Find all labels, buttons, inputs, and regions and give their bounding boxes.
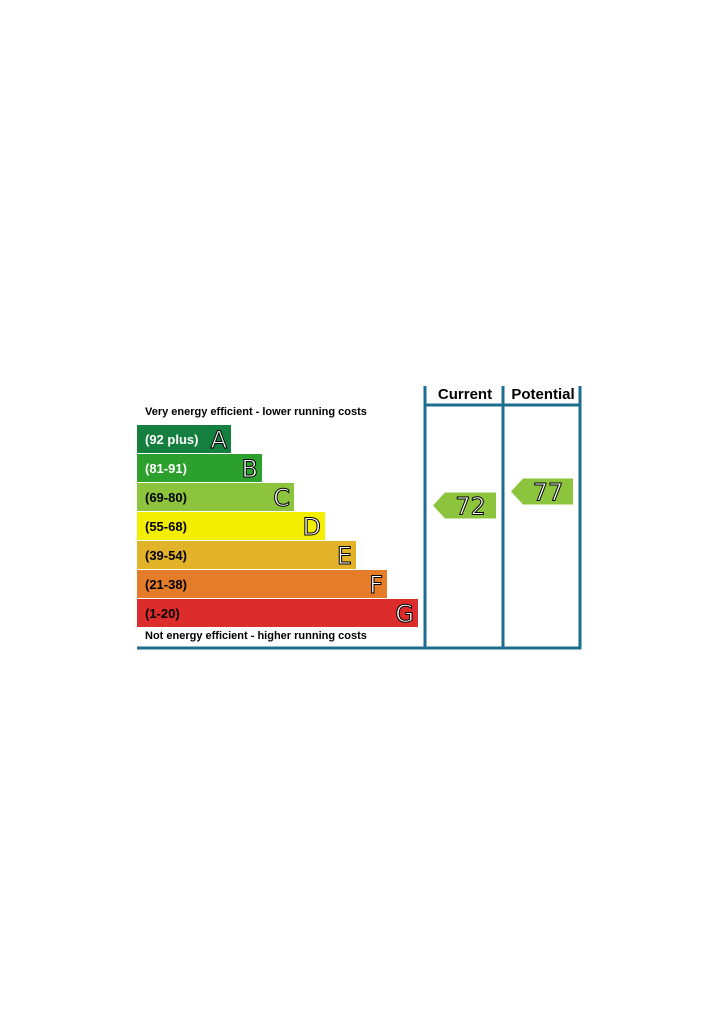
band-bar-a xyxy=(137,425,231,453)
current-rating-arrow xyxy=(433,492,496,519)
current-rating: 72 xyxy=(433,492,496,521)
band-bar-e xyxy=(137,541,356,569)
band-letter-label: E xyxy=(337,542,352,570)
rating-band-c: (69-80) C xyxy=(137,483,294,513)
band-range-label: (21-38) xyxy=(145,577,187,592)
current-rating-value: 72 xyxy=(455,493,486,521)
rating-band-f: (21-38) F xyxy=(137,570,387,600)
current-column-header: Current xyxy=(437,386,493,403)
rating-band-b: (81-91) B xyxy=(137,454,262,484)
band-letter-label: C xyxy=(273,484,290,512)
rating-band-g: (1-20) G xyxy=(137,599,418,629)
rating-band-e: (39-54) E xyxy=(137,541,356,571)
potential-rating-value: 77 xyxy=(533,479,564,507)
rating-bands: (92 plus) A(81-91) B(69-80) C(55-68) D(39-54… xyxy=(137,425,418,629)
band-bar-c xyxy=(137,483,294,511)
band-bar-b xyxy=(137,454,262,482)
rating-scores: 72 77 xyxy=(433,478,573,521)
potential-rating: 77 xyxy=(511,478,573,507)
band-letter-label: B xyxy=(242,455,258,483)
band-bar-d xyxy=(137,512,325,540)
band-letter-label: F xyxy=(369,571,383,599)
band-range-label: (69-80) xyxy=(145,490,187,505)
band-range-label: (81-91) xyxy=(145,461,187,476)
rating-band-d: (55-68) D xyxy=(137,512,325,542)
band-bar-f xyxy=(137,570,387,598)
band-range-label: (39-54) xyxy=(145,548,187,563)
band-letter-label: A xyxy=(211,426,228,454)
potential-column-header: Potential xyxy=(511,386,575,403)
band-range-label: (92 plus) xyxy=(145,432,198,447)
potential-rating-arrow xyxy=(511,478,573,505)
band-bar-g xyxy=(137,599,418,627)
band-letter-label: D xyxy=(303,513,321,541)
bottom-caption: Not energy efficient - higher running co… xyxy=(145,630,367,642)
top-caption: Very energy efficient - lower running co… xyxy=(145,406,367,418)
band-letter-label: G xyxy=(395,600,414,628)
band-range-label: (1-20) xyxy=(145,606,180,621)
band-range-label: (55-68) xyxy=(145,519,187,534)
chart-frame xyxy=(137,386,582,650)
rating-band-a: (92 plus) A xyxy=(137,425,231,455)
